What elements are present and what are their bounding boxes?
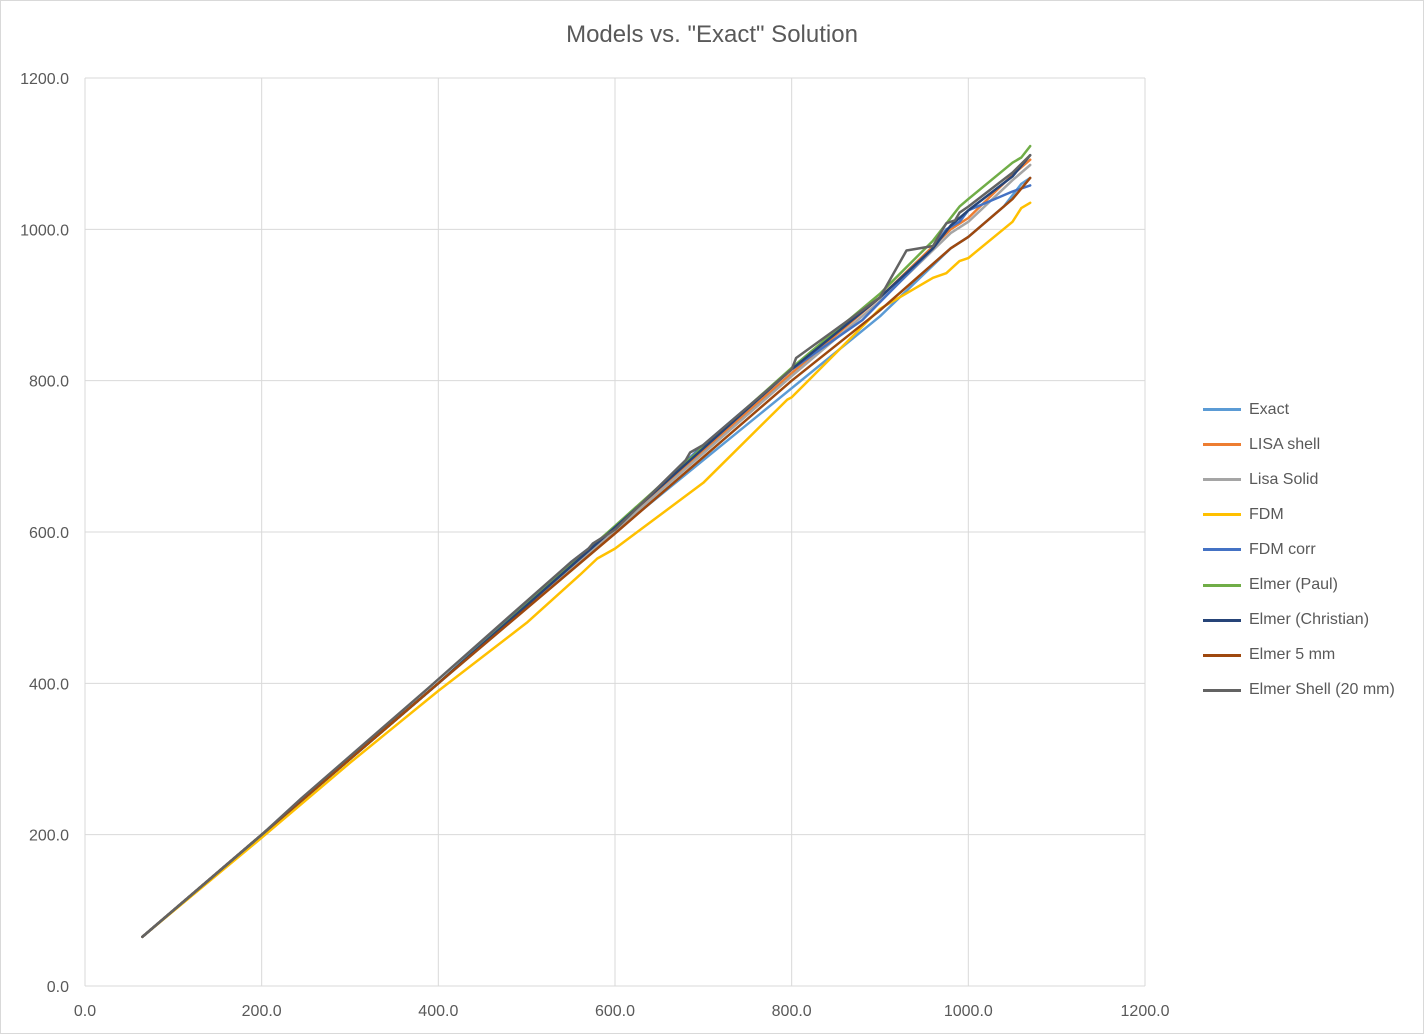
legend-swatch	[1203, 583, 1241, 587]
x-tick-label: 600.0	[595, 1003, 635, 1020]
series-line-elmer-paul	[141, 144, 1032, 939]
series-line-elmer-shell-20-mm	[141, 153, 1032, 939]
y-tick-label: 1200.0	[20, 71, 69, 88]
series-line-fdm	[141, 201, 1032, 939]
y-tick-label: 200.0	[29, 828, 69, 845]
x-tick-label: 0.0	[74, 1003, 96, 1020]
legend-swatch	[1203, 653, 1241, 657]
legend-swatch	[1203, 478, 1241, 482]
legend-label: Lisa Solid	[1249, 470, 1319, 488]
x-tick-label: 1000.0	[944, 1003, 993, 1020]
legend-item: FDM	[1203, 497, 1418, 532]
legend-swatch	[1203, 618, 1241, 622]
y-tick-label: 800.0	[29, 374, 69, 391]
legend-label: Elmer (Christian)	[1249, 611, 1370, 629]
legend-label: Exact	[1249, 400, 1290, 418]
chart-title: Models vs. "Exact" Solution	[566, 21, 858, 48]
y-tick-label: 400.0	[29, 676, 69, 693]
x-tick-label: 1200.0	[1121, 1003, 1170, 1020]
legend-swatch	[1203, 548, 1241, 552]
series-line-elmer-christian	[141, 153, 1032, 939]
legend-item: Elmer Shell (20 mm)	[1203, 673, 1418, 708]
x-tick-label: 400.0	[418, 1003, 458, 1020]
legend-label: Elmer 5 mm	[1249, 646, 1336, 664]
x-tick-label: 800.0	[772, 1003, 812, 1020]
legend-label: Elmer Shell (20 mm)	[1249, 681, 1395, 699]
y-tick-label: 600.0	[29, 525, 69, 542]
legend-item: Elmer (Christian)	[1203, 603, 1418, 638]
y-tick-label: 0.0	[47, 979, 69, 996]
legend-item: Elmer (Paul)	[1203, 567, 1418, 602]
legend-label: Elmer (Paul)	[1249, 576, 1338, 594]
legend: Exact LISA shell Lisa Solid FDM FDM corr Elme…	[1203, 392, 1418, 708]
legend-label: FDM	[1249, 505, 1284, 523]
legend-swatch	[1203, 688, 1241, 692]
x-tick-label: 200.0	[242, 1003, 282, 1020]
legend-label: FDM corr	[1249, 540, 1316, 558]
legend-item: Elmer 5 mm	[1203, 638, 1418, 673]
legend-label: LISA shell	[1249, 435, 1321, 453]
y-tick-label: 1000.0	[20, 222, 69, 239]
legend-swatch	[1203, 408, 1241, 412]
legend-item: LISA shell	[1203, 427, 1418, 462]
legend-item: FDM corr	[1203, 532, 1418, 567]
legend-item: Exact	[1203, 392, 1418, 427]
legend-swatch	[1203, 513, 1241, 517]
series-line-elmer-5-mm	[141, 176, 1032, 939]
legend-item: Lisa Solid	[1203, 462, 1418, 497]
legend-swatch	[1203, 443, 1241, 447]
